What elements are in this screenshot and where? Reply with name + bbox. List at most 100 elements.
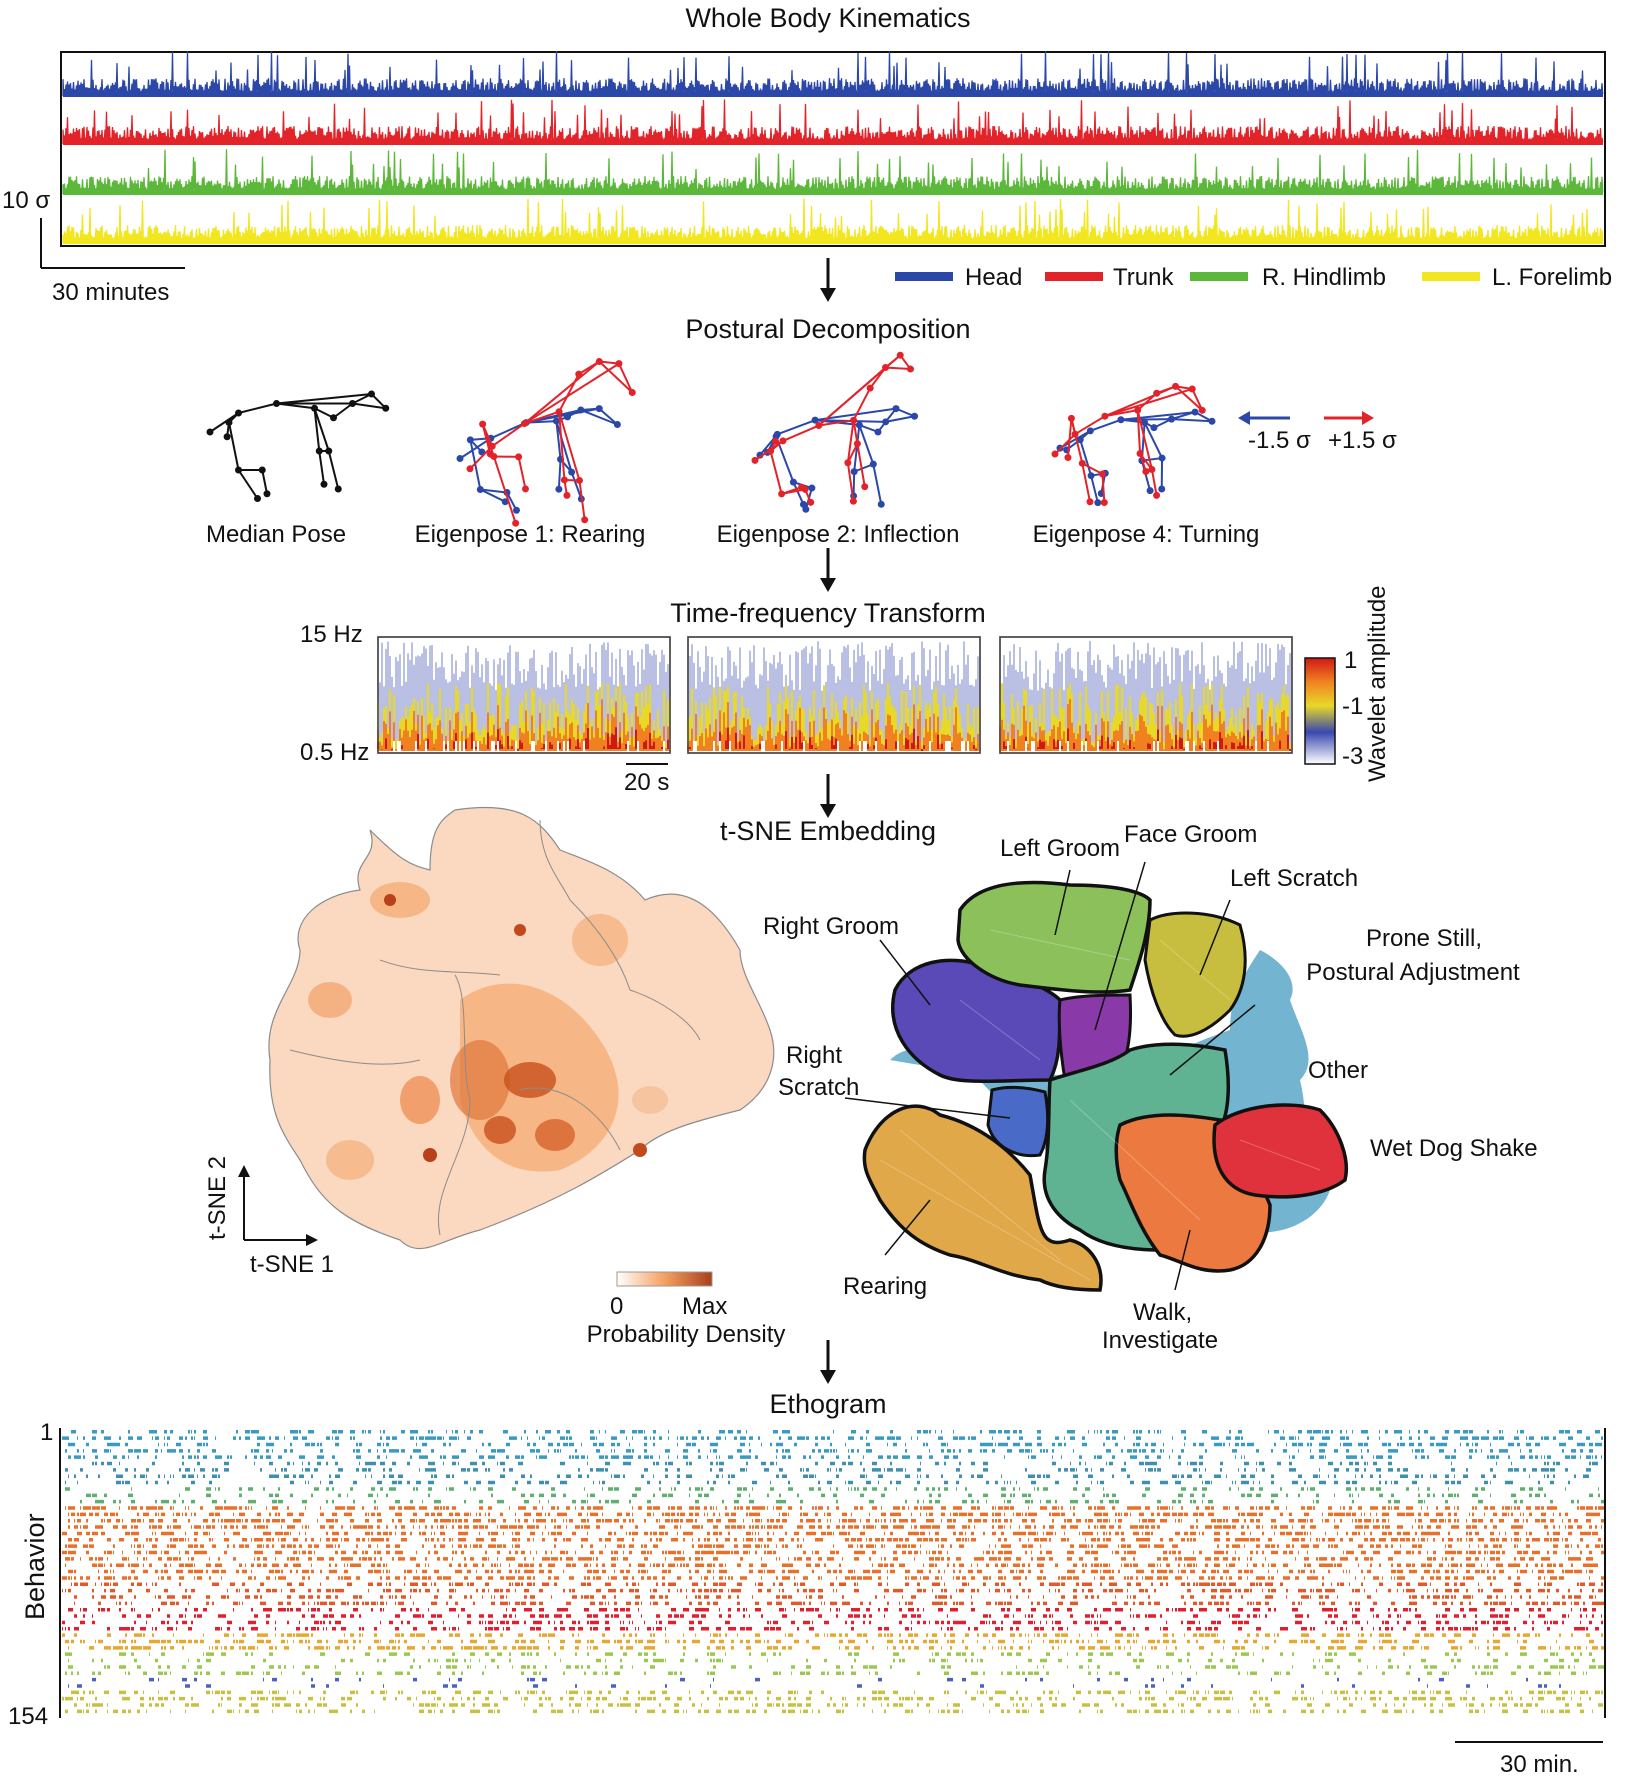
ethogram-row xyxy=(65,1563,1598,1567)
cluster-label-face-groom: Face Groom xyxy=(1124,821,1257,848)
ethogram-row xyxy=(65,1468,1591,1472)
ethogram-row xyxy=(65,1449,1593,1453)
legend-swatch xyxy=(1045,272,1103,281)
legend-swatch xyxy=(1190,272,1248,281)
cluster-label-prone-still-2: Postural Adjustment xyxy=(1306,959,1520,986)
ethogram-raster xyxy=(62,1430,1605,1714)
legend-swatch xyxy=(1422,272,1480,281)
trace-r-hindlimb xyxy=(62,149,1604,195)
cluster-leaders xyxy=(844,861,1256,1291)
ethogram-row xyxy=(68,1608,1596,1612)
ethogram-row xyxy=(68,1569,1593,1574)
cluster-rearing xyxy=(862,1104,1103,1292)
cluster-label-right-scratch-2: Scratch xyxy=(778,1074,859,1101)
timefreq-scale-label: 20 s xyxy=(624,769,669,796)
ethogram-row xyxy=(74,1703,1603,1707)
ethogram-row xyxy=(71,1582,1603,1586)
ethogram-row xyxy=(80,1499,1604,1504)
cluster-label-wet-dog-shake: Wet Dog Shake xyxy=(1370,1135,1538,1162)
ethogram-y-bottom: 154 xyxy=(8,1703,48,1730)
pose-label-median: Median Pose xyxy=(206,521,346,548)
wavelet-colorbar xyxy=(1304,657,1336,765)
ethogram-row xyxy=(68,1455,1602,1459)
freq-low-label: 0.5 Hz xyxy=(300,739,369,766)
ethogram-row xyxy=(74,1614,1602,1618)
ethogram-row xyxy=(65,1671,1587,1675)
flow-arrows xyxy=(820,258,836,1384)
ethogram-row xyxy=(68,1519,1605,1523)
ethogram-row xyxy=(92,1677,1528,1682)
trace-l-forelimb xyxy=(62,198,1604,244)
ethogram-row xyxy=(65,1652,1592,1656)
cluster-label-left-groom: Left Groom xyxy=(1000,835,1120,862)
ethogram-row xyxy=(68,1525,1602,1529)
trace-head xyxy=(62,50,1604,97)
timefreq-title: Time-frequency Transform xyxy=(670,598,986,628)
colorbar-label: Wavelet amplitude xyxy=(1364,585,1391,782)
ethogram-row xyxy=(65,1557,1593,1561)
legend-label: R. Hindlimb xyxy=(1262,264,1386,291)
legend-label: Trunk xyxy=(1113,264,1174,291)
tsne-axis-2-label: t-SNE 2 xyxy=(204,1156,231,1240)
density-colorbar xyxy=(616,1271,713,1287)
spectrograms xyxy=(377,636,1293,754)
kinematics-traces xyxy=(62,50,1604,244)
colorbar-tick-neg3: -3 xyxy=(1342,743,1363,770)
cluster-label-right-scratch: Right xyxy=(786,1042,842,1069)
ethogram-ylabel: Behavior xyxy=(20,1513,50,1620)
postural-title: Postural Decomposition xyxy=(685,314,970,344)
cluster-label-other: Other xyxy=(1308,1057,1368,1084)
cluster-map xyxy=(862,880,1348,1292)
cluster-right-groom xyxy=(891,958,1062,1083)
density-map xyxy=(268,806,775,1250)
kinematics-title: Whole Body Kinematics xyxy=(685,3,970,33)
legend-label: Head xyxy=(965,264,1022,291)
ethogram-row xyxy=(62,1436,1603,1440)
kinematics-scale-y: 10 σ xyxy=(2,187,50,214)
ethogram-row xyxy=(68,1684,1561,1688)
tsne-axes xyxy=(238,1165,318,1246)
ethogram-row xyxy=(86,1493,1600,1498)
ethogram-row xyxy=(62,1531,1598,1536)
kinematics-legend: Head Trunk R. Hindlimb L. Forelimb xyxy=(895,264,1612,291)
ethogram-row xyxy=(68,1474,1589,1478)
pose-label-eigen4: Eigenpose 4: Turning xyxy=(1033,521,1260,548)
ethogram-title: Ethogram xyxy=(769,1389,886,1419)
cluster-left-groom xyxy=(956,880,1152,994)
ethogram-row xyxy=(62,1627,1599,1631)
ethogram-row xyxy=(62,1620,1603,1625)
legend-swatch xyxy=(895,272,953,281)
ethogram-row xyxy=(68,1512,1600,1517)
cluster-left-scratch xyxy=(1143,911,1247,1038)
ethogram-row xyxy=(92,1461,1598,1466)
trace-trunk xyxy=(62,99,1604,145)
ethogram-row xyxy=(65,1709,1593,1714)
ethogram-row xyxy=(65,1639,1594,1644)
ethogram-row xyxy=(65,1480,1570,1485)
ethogram-row xyxy=(68,1658,1595,1663)
density-min-label: 0 xyxy=(610,1293,623,1320)
pose-label-eigen2: Eigenpose 2: Inflection xyxy=(717,521,960,548)
pose-skeletons xyxy=(206,351,1216,527)
cluster-label-left-scratch: Left Scratch xyxy=(1230,865,1358,892)
ethogram-row xyxy=(71,1430,1600,1434)
ethogram-row xyxy=(71,1690,1603,1695)
legend-label: L. Forelimb xyxy=(1492,264,1612,291)
ethogram-row xyxy=(65,1487,1599,1491)
tsne-title: t-SNE Embedding xyxy=(720,816,936,846)
ethogram-row xyxy=(68,1538,1601,1542)
kinematics-scale-x: 30 minutes xyxy=(52,279,169,306)
sigma-arrows xyxy=(1238,411,1374,425)
colorbar-tick-1: 1 xyxy=(1344,647,1357,674)
ethogram-row xyxy=(62,1576,1605,1580)
cluster-wet-dog-shake xyxy=(1212,1103,1348,1199)
sigma-pos-label: +1.5 σ xyxy=(1328,427,1397,454)
tsne-axis-1-label: t-SNE 1 xyxy=(250,1251,334,1278)
kinematics-frame xyxy=(60,51,1606,247)
ethogram-row xyxy=(68,1646,1605,1650)
ethogram-row xyxy=(65,1544,1603,1548)
cluster-label-rearing: Rearing xyxy=(843,1273,927,1300)
density-label: Probability Density xyxy=(587,1321,786,1348)
ethogram-row xyxy=(65,1506,1605,1510)
freq-high-label: 15 Hz xyxy=(300,621,363,648)
